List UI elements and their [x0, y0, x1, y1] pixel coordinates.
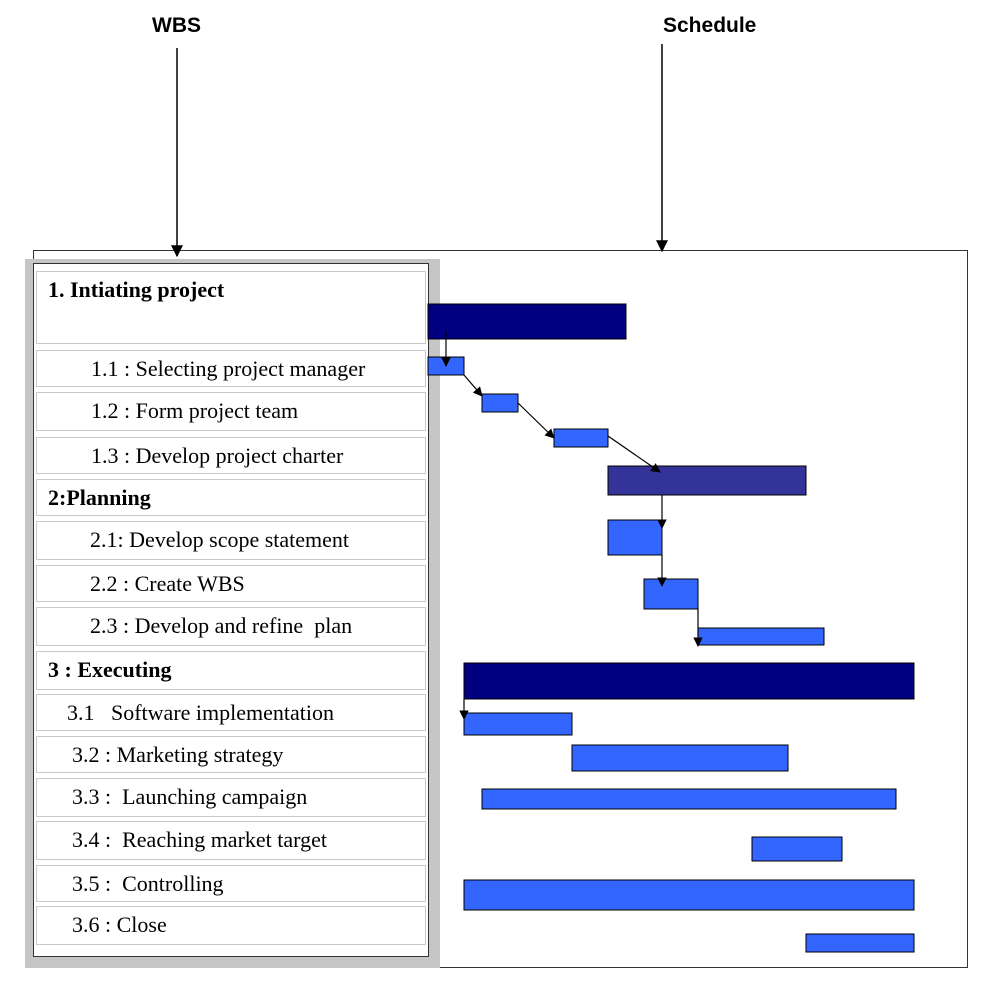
gantt-bar-phase-2 — [607, 465, 807, 496]
wbs-row-label: 2.1: Develop scope statement — [90, 527, 350, 552]
gantt-bar-task-1-3 — [553, 428, 609, 448]
wbs-row-label: 1.3 : Develop project charter — [91, 443, 344, 468]
gantt-bar-phase-3 — [463, 662, 915, 700]
wbs-row-label: 3 : Executing — [48, 657, 172, 682]
wbs-row-task-3-1: 3.1 Software implementation — [36, 694, 426, 731]
wbs-row-label: 3.5 : Controlling — [72, 871, 224, 896]
wbs-row-task-2-3: 2.3 : Develop and refine plan — [36, 607, 426, 646]
wbs-row-label: 2.2 : Create WBS — [90, 571, 245, 596]
wbs-row-label: 1.2 : Form project team — [91, 398, 299, 423]
wbs-row-label: 3.1 Software implementation — [67, 700, 334, 725]
gantt-bar-task-2-1 — [607, 519, 663, 556]
gantt-bar-task-3-4 — [751, 836, 843, 862]
wbs-row-label: 3.3 : Launching campaign — [72, 784, 308, 809]
wbs-row-task-3-5: 3.5 : Controlling — [36, 865, 426, 902]
wbs-row-label: 1.1 : Selecting project manager — [91, 356, 366, 381]
wbs-row-task-2-2: 2.2 : Create WBS — [36, 565, 426, 602]
wbs-row-task-3-4: 3.4 : Reaching market target — [36, 821, 426, 860]
gantt-bar-task-3-6 — [805, 933, 915, 953]
gantt-bar-task-3-3 — [481, 788, 897, 810]
dependency-arrow — [517, 402, 555, 439]
wbs-row-task-3-2: 3.2 : Marketing strategy — [36, 736, 426, 773]
gantt-bar-phase-1 — [427, 303, 627, 340]
wbs-row-label: 3.4 : Reaching market target — [72, 827, 327, 852]
dependency-arrow — [463, 374, 483, 397]
gantt-bar-task-3-2 — [571, 744, 789, 772]
wbs-row-task-3-3: 3.3 : Launching campaign — [36, 778, 426, 817]
gantt-bar-task-2-3 — [697, 627, 825, 646]
wbs-row-task-1-1: 1.1 : Selecting project manager — [36, 350, 426, 387]
wbs-row-task-1-2: 1.2 : Form project team — [36, 392, 426, 431]
wbs-row-label: 2.3 : Develop and refine plan — [90, 613, 353, 638]
wbs-row-task-2-1: 2.1: Develop scope statement — [36, 521, 426, 560]
wbs-row-phase-3: 3 : Executing — [36, 651, 426, 690]
wbs-row-phase-2: 2:Planning — [36, 479, 426, 516]
gantt-bar-task-3-5 — [463, 879, 915, 911]
gantt-bar-task-2-2 — [643, 578, 699, 610]
wbs-row-phase-1: 1. Intiating project — [36, 271, 426, 344]
wbs-row-label: 3.2 : Marketing strategy — [72, 742, 284, 767]
gantt-bar-task-3-1 — [463, 712, 573, 736]
wbs-header: WBS — [152, 14, 201, 37]
wbs-row-label: 3.6 : Close — [72, 912, 167, 937]
wbs-row-label: 2:Planning — [48, 485, 151, 510]
gantt-bar-task-1-2 — [481, 393, 519, 413]
schedule-header: Schedule — [663, 14, 757, 37]
wbs-row-task-3-6: 3.6 : Close — [36, 906, 426, 945]
wbs-row-label: 1. Intiating project — [48, 277, 225, 302]
dependency-arrow — [607, 435, 661, 473]
wbs-row-task-1-3: 1.3 : Develop project charter — [36, 437, 426, 474]
